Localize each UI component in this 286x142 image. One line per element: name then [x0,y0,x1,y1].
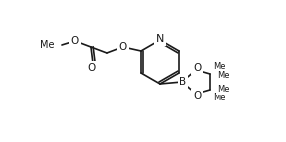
Text: Me: Me [217,84,229,93]
Text: O: O [119,42,127,52]
Text: Me: Me [213,93,225,103]
Text: O: O [193,91,201,101]
Text: O: O [88,63,96,73]
Text: Me: Me [217,70,229,80]
Text: B: B [179,77,186,87]
Text: Me: Me [40,40,55,50]
Text: N: N [156,34,164,44]
Text: O: O [193,63,201,73]
Text: Me: Me [213,61,225,70]
Text: O: O [71,36,79,46]
